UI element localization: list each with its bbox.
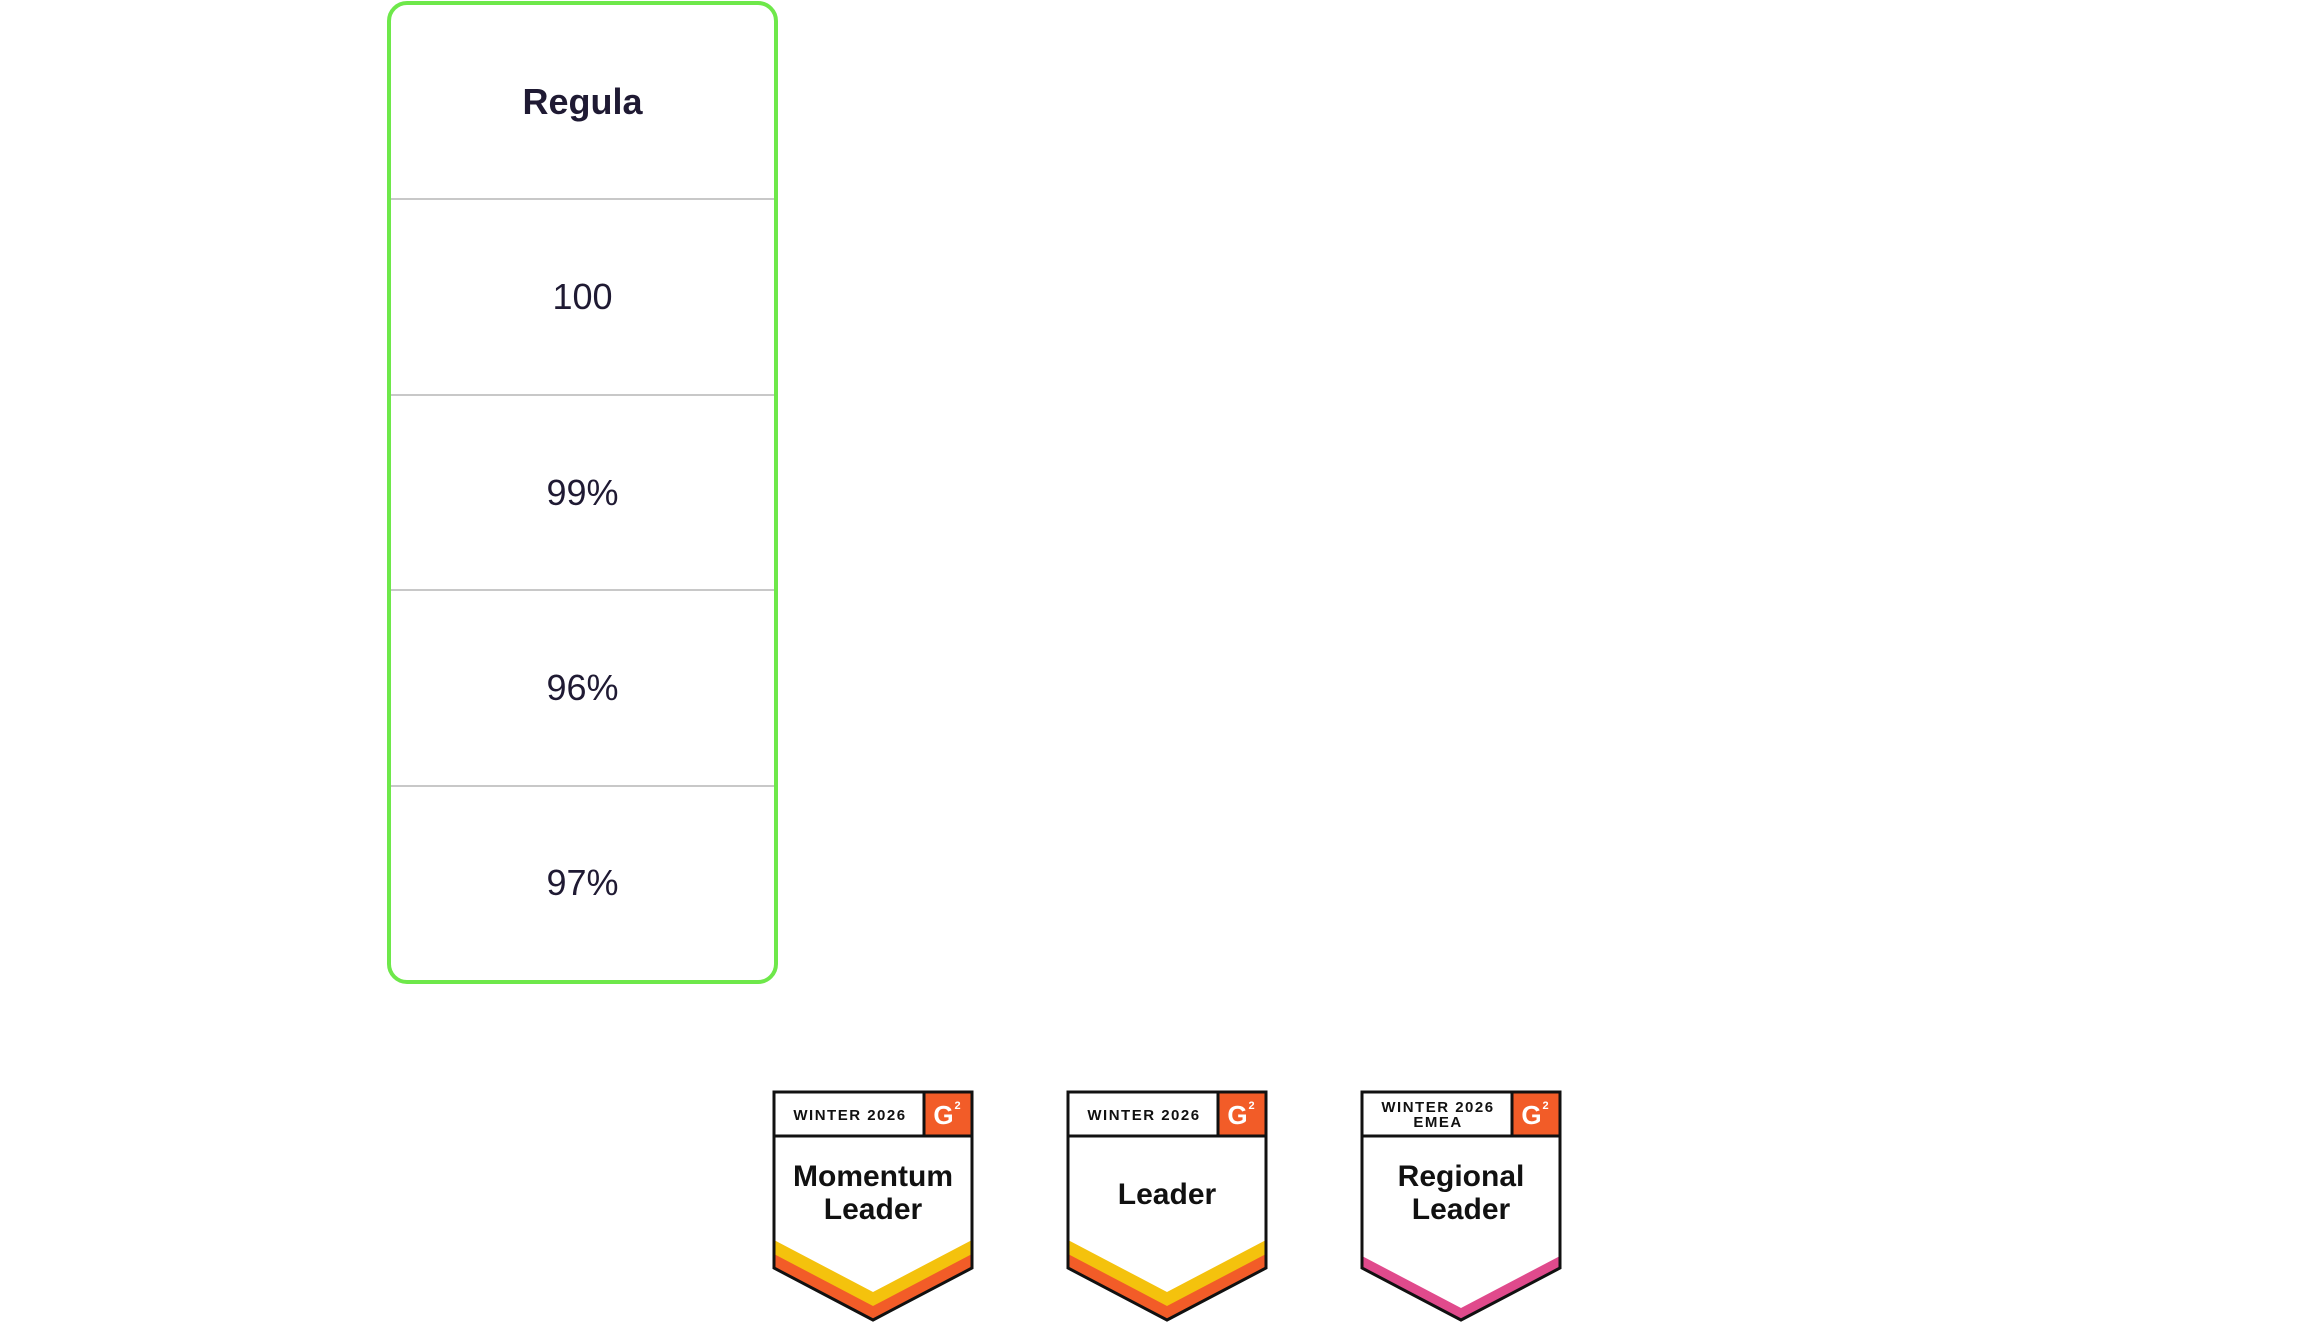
table-cell-row-4: 97% bbox=[391, 784, 774, 980]
table-cell-row-2: 99% bbox=[391, 393, 774, 589]
badge-shield-icon bbox=[1360, 1090, 1562, 1322]
table-cell-row-1: 100 bbox=[391, 198, 774, 393]
badge-region-label: EMEA bbox=[1413, 1114, 1463, 1131]
table-cell-row-3: 96% bbox=[391, 589, 774, 784]
badge-season-label: WINTER 2026 bbox=[1087, 1107, 1201, 1124]
badge-season-label: WINTER 2026 bbox=[793, 1107, 907, 1124]
badge-title: Momentum Leader bbox=[793, 1160, 953, 1226]
column-header: Regula bbox=[522, 80, 643, 122]
comparison-column-regula: Regula 100 99% 96% 97% bbox=[387, 1, 778, 984]
badge-title: Leader bbox=[1117, 1178, 1217, 1211]
badge-season-label: WINTER 2026 bbox=[1381, 1099, 1495, 1116]
badge-shield-icon bbox=[1066, 1090, 1268, 1322]
badge-title: Regional Leader bbox=[1397, 1160, 1525, 1226]
badge-shield-icon bbox=[772, 1090, 974, 1322]
